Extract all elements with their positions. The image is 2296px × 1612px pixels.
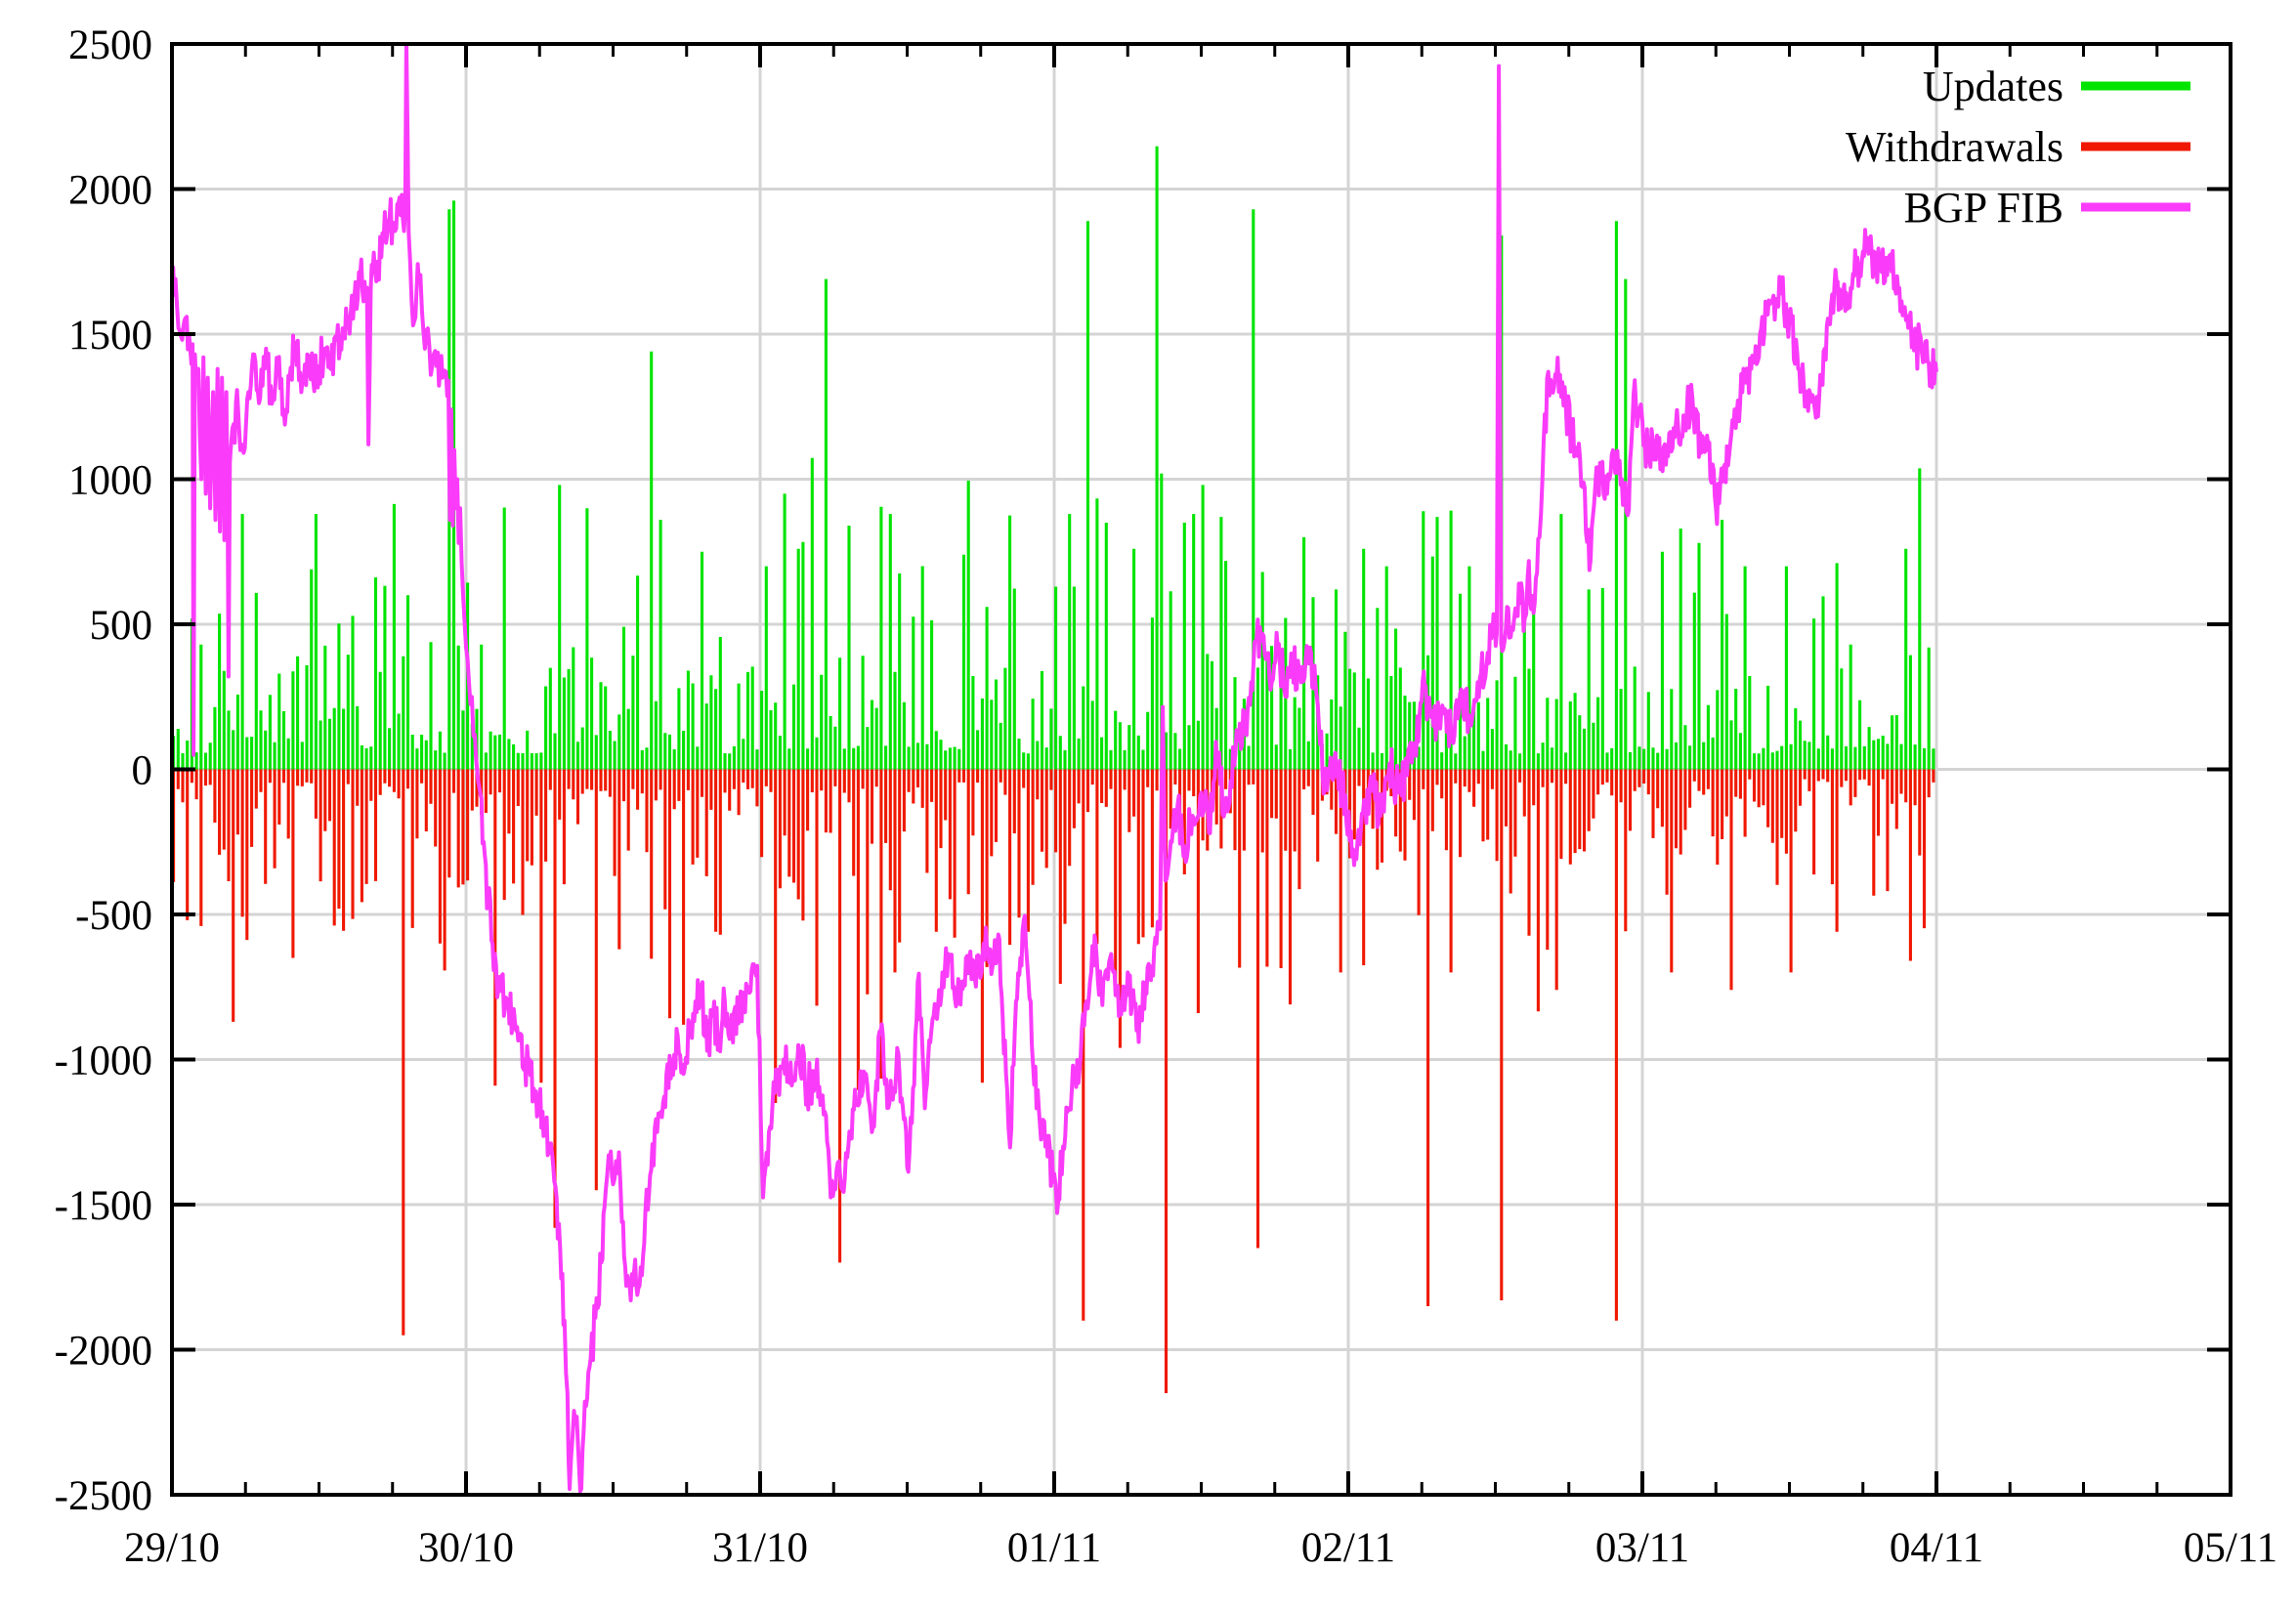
y-tick-label: -500 <box>75 893 152 939</box>
x-tick-label: 31/10 <box>712 1525 808 1571</box>
y-tick-label: -2500 <box>55 1473 152 1519</box>
legend-label-withdrawals: Withdrawals <box>1846 123 2063 171</box>
x-tick-label: 30/10 <box>418 1525 514 1571</box>
y-tick-label: -2000 <box>55 1329 152 1375</box>
x-tick-label: 02/11 <box>1301 1525 1395 1571</box>
x-tick-label: 05/11 <box>2184 1525 2277 1571</box>
legend: Updates Withdrawals BGP FIB <box>1846 63 2190 232</box>
y-tick-label: 0 <box>132 748 153 794</box>
x-tick-label: 29/10 <box>124 1525 220 1571</box>
x-tick-label: 01/11 <box>1007 1525 1101 1571</box>
y-tick-label: -1500 <box>55 1183 152 1229</box>
legend-label-updates: Updates <box>1923 63 2063 110</box>
y-tick-label: 1500 <box>68 313 152 359</box>
y-tick-label: 2000 <box>68 168 152 214</box>
y-tick-label: -1000 <box>55 1039 152 1084</box>
x-tick-label: 04/11 <box>1890 1525 1983 1571</box>
x-tick-label: 03/11 <box>1595 1525 1689 1571</box>
bgp-fib-line <box>172 44 1938 1494</box>
y-tick-label: 1000 <box>68 458 152 504</box>
bgp-fib-series <box>172 44 1938 1494</box>
legend-label-bgp_fib: BGP FIB <box>1904 184 2063 232</box>
x-axis-labels: 29/10 30/10 31/10 01/11 02/11 03/11 04/11 05/11 <box>124 1525 2277 1571</box>
y-axis-labels: -2500 -2000 -1500 -1000 -500 0 500 1000 1500 2000… <box>55 22 152 1519</box>
axes <box>170 42 2232 1497</box>
y-tick-label: 500 <box>90 603 153 649</box>
y-tick-label: 2500 <box>68 22 152 68</box>
